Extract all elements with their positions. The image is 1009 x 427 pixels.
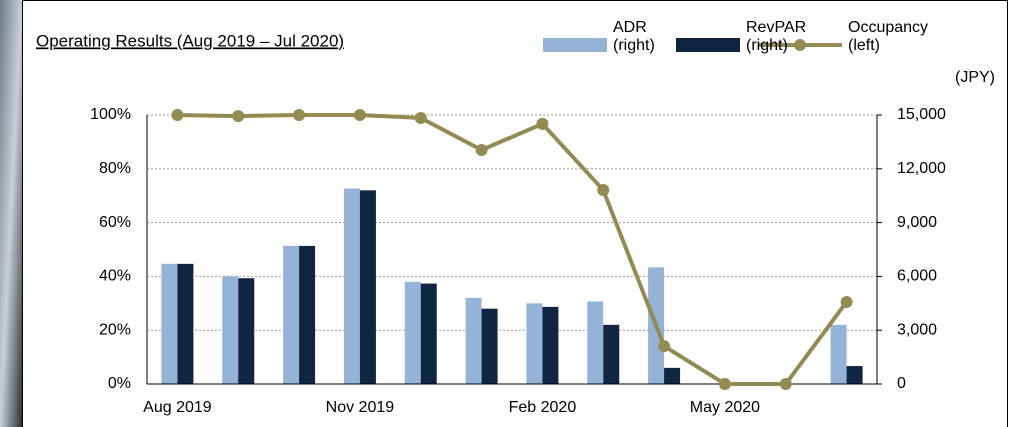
bar xyxy=(603,324,620,384)
bar xyxy=(177,263,194,384)
photo-strip xyxy=(0,0,22,427)
marker xyxy=(232,110,245,123)
bar xyxy=(283,245,300,384)
y2-tick-label: 9,000 xyxy=(897,214,937,231)
bar xyxy=(846,366,863,384)
x-tick-label: Feb 2020 xyxy=(509,399,577,416)
y2-tick-label: 15,000 xyxy=(897,106,946,123)
bar xyxy=(420,283,437,384)
legend-label: RevPAR (right) xyxy=(746,19,807,54)
legend-label: Occupancy (left) xyxy=(848,19,929,54)
y-tick-label: 40% xyxy=(99,268,131,285)
bar xyxy=(343,188,360,384)
marker xyxy=(475,143,488,156)
y-tick-label: 80% xyxy=(99,160,131,177)
bar xyxy=(161,263,178,384)
bar xyxy=(587,301,604,384)
chart-title: Operating Results (Aug 2019 – Jul 2020) xyxy=(36,31,344,50)
legend-marker xyxy=(794,39,806,51)
marker xyxy=(779,378,792,390)
x-tick-label: Aug 2019 xyxy=(143,399,212,416)
marker xyxy=(536,117,549,130)
x-tick-label: May 2020 xyxy=(690,399,760,416)
line xyxy=(177,113,849,386)
bar xyxy=(222,276,239,384)
bar xyxy=(830,324,847,384)
legend-swatch xyxy=(543,38,607,52)
bar xyxy=(526,303,543,384)
bar xyxy=(465,297,482,384)
y-tick-label: 0% xyxy=(108,375,131,392)
y-tick-label: 100% xyxy=(90,106,131,123)
marker xyxy=(597,184,610,197)
legend-label: ADR (right) xyxy=(613,19,655,54)
bar xyxy=(238,278,255,384)
marker xyxy=(414,111,427,124)
legend-swatch xyxy=(676,38,740,52)
y2-tick-label: 12,000 xyxy=(897,160,946,177)
y2-tick-label: 3,000 xyxy=(897,321,937,338)
y-tick-label: 60% xyxy=(99,214,131,231)
y2-tick-label: 0 xyxy=(897,375,906,392)
marker xyxy=(171,109,184,121)
bar xyxy=(404,281,421,384)
marker xyxy=(353,109,366,121)
y2-tick-label: 6,000 xyxy=(897,268,937,285)
bar xyxy=(542,306,559,384)
unit-label: (JPY) xyxy=(955,69,995,86)
bar xyxy=(359,190,376,384)
marker xyxy=(840,295,853,308)
bar xyxy=(664,367,681,384)
marker xyxy=(658,340,671,353)
marker xyxy=(718,378,731,390)
y-tick-label: 20% xyxy=(99,321,131,338)
bar xyxy=(299,245,316,384)
marker xyxy=(293,109,306,121)
x-tick-label: Nov 2019 xyxy=(326,399,395,416)
bar xyxy=(481,308,498,384)
